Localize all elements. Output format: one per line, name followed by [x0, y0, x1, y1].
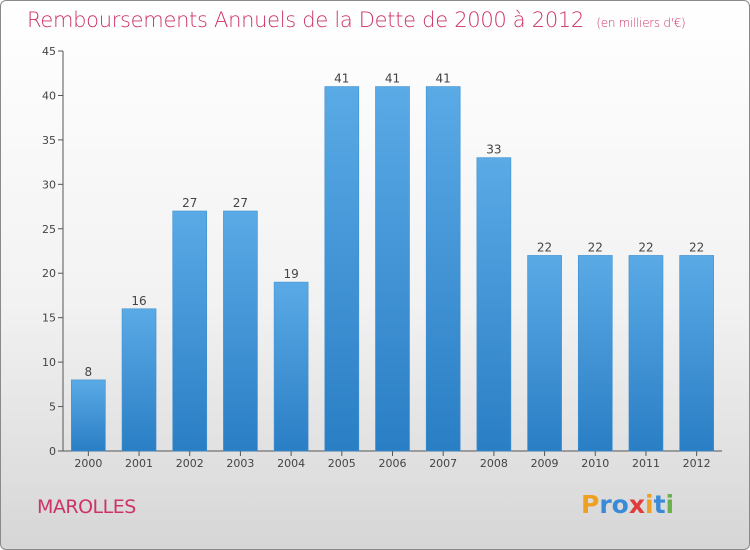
logo-letter: r — [599, 490, 612, 519]
bar — [121, 308, 157, 452]
x-tick-label: 2002 — [176, 457, 204, 470]
x-tick-label: 2000 — [74, 457, 102, 470]
x-tick-label: 2008 — [480, 457, 508, 470]
bar — [324, 86, 360, 452]
bar — [679, 255, 714, 452]
bar — [172, 210, 208, 452]
y-tick-label: 10 — [42, 356, 56, 369]
bar — [628, 255, 664, 452]
bar-value-label: 22 — [689, 240, 704, 254]
x-tick-label: 2004 — [277, 457, 305, 470]
y-tick-label: 20 — [42, 267, 56, 280]
x-tick-label: 2005 — [328, 457, 356, 470]
bar-value-label: 8 — [85, 365, 93, 379]
chart-unit: (en milliers d'€) — [596, 16, 686, 30]
bar-value-label: 22 — [537, 240, 552, 254]
y-tick-label: 5 — [49, 401, 56, 414]
x-tick-label: 2009 — [531, 457, 559, 470]
bar — [527, 255, 562, 452]
y-tick-label: 35 — [42, 134, 56, 147]
chart-labels: 8 2000 16 2001 27 2002 27 2003 19 2004 41 2005 41 200… — [74, 72, 710, 470]
commune-name: MAROLLES — [37, 496, 136, 518]
bar — [425, 86, 461, 452]
logo-letter: i — [665, 490, 675, 519]
bar-value-label: 22 — [588, 240, 603, 254]
bar — [223, 210, 258, 452]
y-tick-label: 15 — [42, 312, 56, 325]
y-tick-label: 30 — [42, 178, 56, 191]
bar-value-label: 33 — [486, 143, 501, 157]
y-tick-label: 45 — [42, 45, 56, 58]
x-tick-label: 2006 — [379, 457, 407, 470]
bar-value-label: 22 — [638, 240, 653, 254]
bar — [71, 379, 106, 452]
x-tick-label: 2011 — [632, 457, 660, 470]
x-tick-label: 2010 — [581, 457, 609, 470]
chart-title-text: Remboursements Annuels de la Dette de 20… — [27, 8, 584, 32]
bar-value-label: 16 — [131, 294, 146, 308]
logo-letter: t — [653, 490, 666, 519]
x-tick-label: 2001 — [125, 457, 153, 470]
bar — [476, 157, 512, 452]
proxiti-logo: Proxiti — [581, 490, 674, 519]
chart-bars — [71, 86, 714, 452]
bar-value-label: 41 — [385, 72, 400, 86]
y-tick-label: 0 — [49, 445, 56, 458]
x-tick-label: 2003 — [226, 457, 254, 470]
x-tick-label: 2012 — [683, 457, 711, 470]
bar-value-label: 41 — [334, 72, 349, 86]
logo-letter: o — [611, 490, 629, 519]
logo-letter: P — [581, 490, 600, 519]
bar — [577, 255, 613, 452]
bar-value-label: 27 — [182, 196, 197, 210]
logo-letter: x — [628, 490, 645, 519]
bar-value-label: 41 — [436, 72, 451, 86]
bar — [375, 86, 410, 452]
bar-value-label: 19 — [283, 267, 298, 281]
x-tick-label: 2007 — [429, 457, 457, 470]
bar — [273, 281, 309, 452]
chart-title: Remboursements Annuels de la Dette de 20… — [27, 8, 686, 32]
y-tick-label: 25 — [42, 223, 56, 236]
logo-letter: i — [645, 490, 654, 519]
y-tick-label: 40 — [42, 89, 56, 102]
bar-value-label: 27 — [233, 196, 248, 210]
